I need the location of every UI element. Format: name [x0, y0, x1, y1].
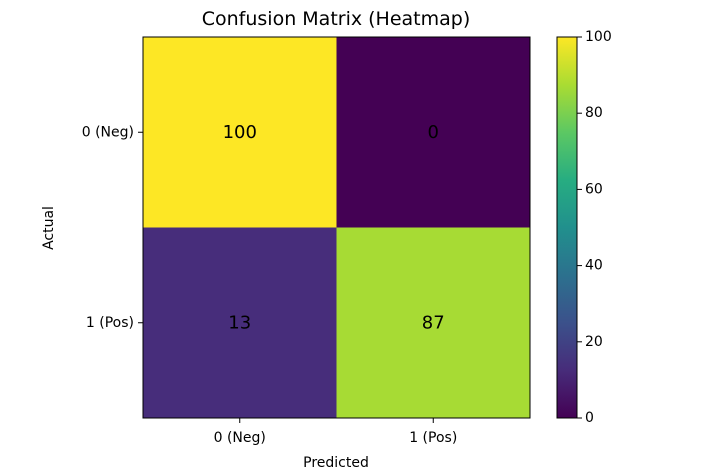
x-tick-label: 1 (Pos) — [409, 430, 457, 446]
x-axis-ticks: 0 (Neg) 1 (Pos) — [214, 418, 457, 446]
heatmap-cell — [143, 227, 337, 418]
heatmap-cells — [143, 37, 530, 418]
colorbar — [556, 36, 578, 419]
cell-value-label: 100 — [223, 122, 257, 143]
cell-value-label: 13 — [228, 312, 251, 333]
y-axis-ticks: 0 (Neg) 1 (Pos) — [82, 124, 143, 331]
colorbar-tick-label: 0 — [585, 410, 594, 426]
chart-title: Confusion Matrix (Heatmap) — [202, 8, 471, 30]
heatmap-cell — [336, 37, 530, 228]
colorbar-tick-label: 20 — [585, 334, 603, 350]
colorbar-tick-label: 80 — [585, 105, 603, 121]
heatmap-cell — [143, 37, 337, 228]
x-axis-label: Predicted — [303, 455, 369, 471]
y-tick-label: 1 (Pos) — [86, 315, 134, 331]
heatmap-cell — [336, 227, 530, 418]
colorbar-ticks: 0 20 40 60 80 100 — [577, 29, 612, 426]
y-axis-label: Actual — [41, 206, 57, 250]
cell-value-label: 0 — [428, 122, 439, 143]
colorbar-tick-label: 100 — [585, 29, 612, 45]
colorbar-tick-label: 60 — [585, 181, 603, 197]
plot-frame — [142, 36, 531, 419]
x-tick-label: 0 (Neg) — [214, 430, 266, 446]
y-tick-label: 0 (Neg) — [82, 124, 134, 140]
heatmap-cell-labels: 100 0 13 87 — [223, 122, 445, 334]
colorbar-tick-label: 40 — [585, 258, 603, 274]
cell-value-label: 87 — [422, 312, 445, 333]
